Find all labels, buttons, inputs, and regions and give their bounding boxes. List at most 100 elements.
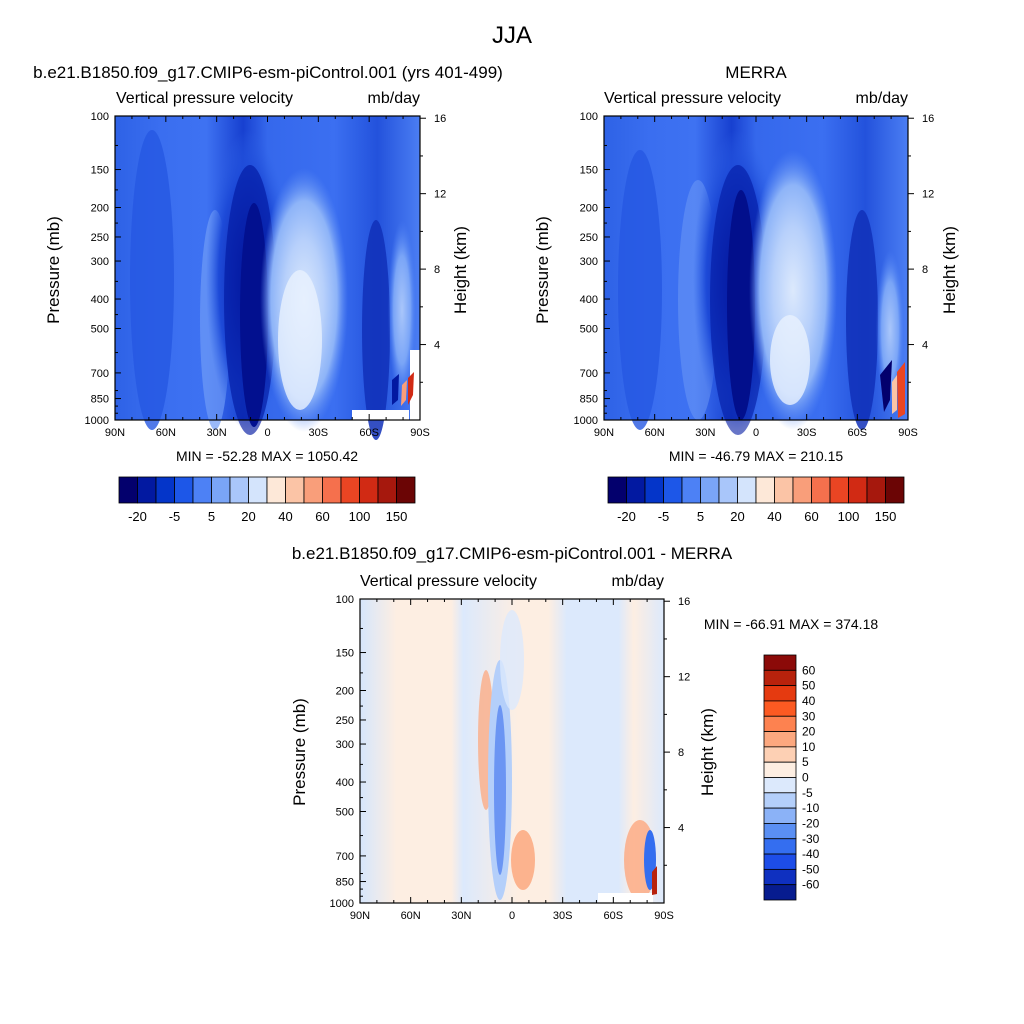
x-tick-label: 90N <box>350 910 370 922</box>
y2-tick-label: 16 <box>678 596 690 608</box>
panel-title: b.e21.B1850.f09_g17.CMIP6-esm-piControl.… <box>33 63 503 82</box>
colorbar-swatch <box>763 761 797 778</box>
y-tick-label: 200 <box>91 203 109 215</box>
x-tick-label: 0 <box>753 427 759 439</box>
colorbar: -20 -5 5 20 40 60 100 150 <box>607 476 905 524</box>
y-tick-label: 1000 <box>85 415 109 427</box>
colorbar-swatch <box>626 476 646 504</box>
colorbar-swatch <box>607 476 627 504</box>
y-tick-label: 500 <box>91 323 109 335</box>
colorbar-swatch <box>755 476 775 504</box>
colorbar-label: 100 <box>349 509 371 524</box>
colorbar-label: 20 <box>730 509 744 524</box>
colorbar-label: 100 <box>838 509 860 524</box>
colorbar-swatch <box>396 476 416 504</box>
axes: 100 150 200 250 300 400 500 700 850 1000 16 12 8 4 90N… <box>574 111 935 439</box>
colorbar-label: 150 <box>386 509 408 524</box>
y-tick-label: 150 <box>580 165 598 177</box>
colorbar-label: 30 <box>802 709 816 723</box>
x-tick-label: 30S <box>553 910 573 922</box>
panel-subtitle-right: mb/day <box>368 90 420 107</box>
colorbar-swatch <box>774 476 794 504</box>
y2-tick-label: 8 <box>678 747 684 759</box>
stats-label: MIN = -52.28 MAX = 1050.42 <box>176 448 358 464</box>
y-tick-label: 100 <box>91 111 109 123</box>
colorbar-label: -40 <box>802 847 820 861</box>
y2-tick-label: 12 <box>678 672 690 684</box>
colorbar-label: 60 <box>802 663 816 677</box>
contour-field <box>360 599 664 903</box>
y-tick-label: 250 <box>336 715 354 727</box>
colorbar-swatch <box>829 476 849 504</box>
panel-subtitle-right: mb/day <box>612 573 664 590</box>
y-tick-label: 100 <box>580 111 598 123</box>
colorbar-label: 0 <box>802 771 809 785</box>
colorbar-swatch <box>737 476 757 504</box>
colorbar-swatch <box>763 669 797 687</box>
y-tick-label: 700 <box>336 851 354 863</box>
y2-tick-label: 8 <box>922 264 928 276</box>
x-tick-label: 90S <box>898 427 918 439</box>
y2-tick-label: 16 <box>434 113 446 125</box>
y-tick-label: 300 <box>580 256 598 268</box>
x-tick-label: 30N <box>451 910 471 922</box>
colorbar-swatch <box>763 700 797 717</box>
x-tick-label: 90N <box>105 427 125 439</box>
colorbar-swatch <box>763 777 797 794</box>
y2-tick-label: 16 <box>922 113 934 125</box>
panel-subtitle-left: Vertical pressure velocity <box>360 573 537 590</box>
colorbar-swatch <box>763 715 797 732</box>
y2-tick-label: 4 <box>678 823 684 835</box>
axes: 100 150 200 250 300 400 500 700 850 1000 16 12 8 4 90N… <box>85 111 447 439</box>
colorbar-swatch <box>211 476 231 504</box>
colorbar-swatch <box>763 792 797 809</box>
colorbar-label: 50 <box>802 679 816 693</box>
colorbar-label: 40 <box>802 694 816 708</box>
y2-axis-label: Height (km) <box>451 226 470 314</box>
colorbar-swatch <box>359 476 379 504</box>
colorbar-swatch <box>663 476 683 504</box>
colorbar-swatch <box>792 476 812 504</box>
colorbar-label: 5 <box>697 509 704 524</box>
colorbar-label: 40 <box>278 509 292 524</box>
x-tick-label: 60N <box>156 427 176 439</box>
y-tick-label: 1000 <box>330 898 354 910</box>
y-tick-label: 150 <box>336 648 354 660</box>
colorbar-swatch <box>155 476 175 504</box>
panel-title: b.e21.B1850.f09_g17.CMIP6-esm-piControl.… <box>292 544 733 563</box>
y-tick-label: 400 <box>336 777 354 789</box>
colorbar-swatch <box>885 476 905 504</box>
colorbar-label: -20 <box>617 509 636 524</box>
colorbar-swatch <box>763 807 797 824</box>
y-tick-label: 700 <box>580 368 598 380</box>
colorbar-swatch <box>118 476 138 504</box>
colorbar-swatch <box>763 823 797 840</box>
colorbar-swatch <box>763 746 797 763</box>
colorbar-swatch <box>174 476 194 504</box>
colorbar-label: -5 <box>658 509 670 524</box>
colorbar-label: -10 <box>802 801 820 815</box>
x-tick-label: 0 <box>264 427 270 439</box>
contour-field <box>604 116 908 435</box>
colorbar-swatch <box>266 476 286 504</box>
y-tick-label: 1000 <box>574 415 598 427</box>
y-tick-label: 300 <box>91 256 109 268</box>
y-tick-label: 850 <box>580 394 598 406</box>
colorbar-swatch <box>340 476 360 504</box>
y-axis-label: Pressure (mb) <box>533 216 552 324</box>
y-tick-label: 200 <box>580 203 598 215</box>
y-tick-label: 850 <box>91 394 109 406</box>
y-tick-label: 300 <box>336 739 354 751</box>
y-tick-label: 150 <box>91 165 109 177</box>
y2-axis-label: Height (km) <box>698 708 717 796</box>
y2-axis-label: Height (km) <box>940 226 959 314</box>
colorbar-swatch <box>763 868 797 886</box>
colorbar-swatch <box>763 685 797 702</box>
colorbar-swatch <box>811 476 831 504</box>
panel-title: MERRA <box>725 63 787 82</box>
y-tick-label: 500 <box>580 323 598 335</box>
colorbar-swatch <box>763 853 797 870</box>
colorbar-label: -50 <box>802 862 820 876</box>
